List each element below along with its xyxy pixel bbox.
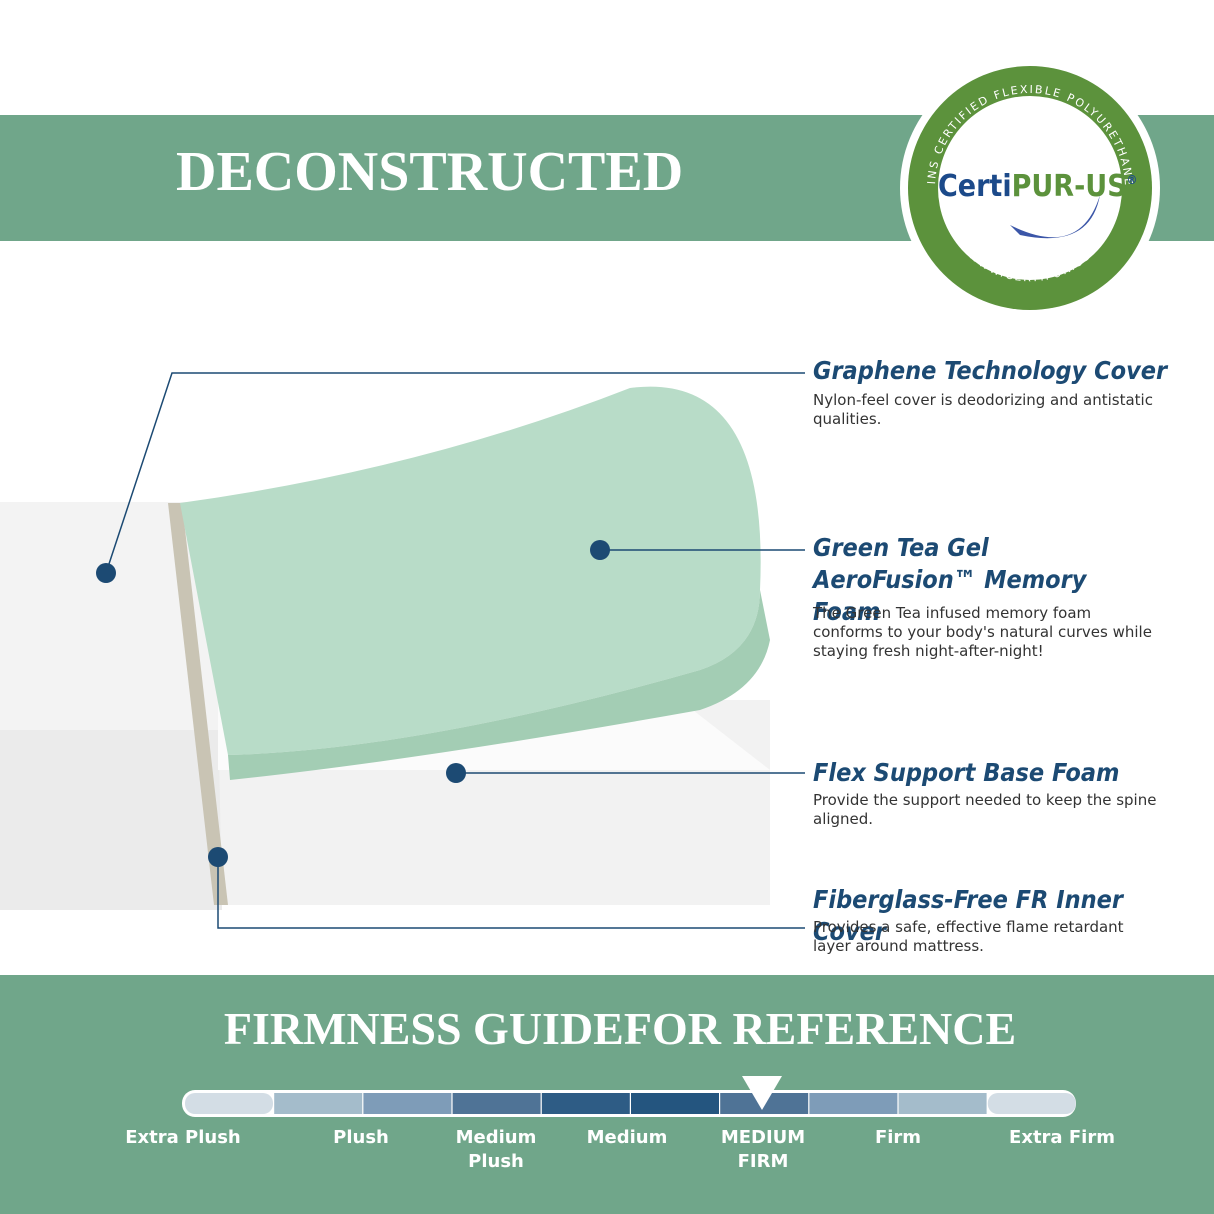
firmness-label-line: Extra Firm bbox=[1009, 1127, 1115, 1148]
scale-segment bbox=[452, 1093, 541, 1114]
scale-segment bbox=[274, 1093, 363, 1114]
scale-segment bbox=[987, 1093, 1076, 1114]
callout-line bbox=[217, 857, 805, 929]
firmness-label: Extra Firm bbox=[982, 1126, 1142, 1150]
firmness-label-line: Plush bbox=[333, 1127, 389, 1148]
layer-title: Flex Support Base Foam bbox=[813, 758, 1120, 787]
firmness-label: Firm bbox=[818, 1126, 978, 1150]
scale-segment bbox=[363, 1093, 452, 1114]
mattress-side bbox=[0, 730, 222, 910]
badge-reg: ® bbox=[1127, 173, 1138, 187]
callout-line bbox=[105, 372, 805, 574]
layer-text: Nylon-feel cover is deodorizing and anti… bbox=[813, 391, 1153, 428]
scale-segment bbox=[541, 1093, 630, 1114]
header-title: DECONSTRUCTED bbox=[176, 141, 684, 203]
scale-segment bbox=[631, 1093, 719, 1114]
memory-foam-edge bbox=[228, 590, 770, 780]
firmness-label: Plush bbox=[281, 1126, 441, 1150]
firmness-label: MEDIUM FIRM bbox=[683, 1126, 843, 1174]
layer-text: The Green Tea infused memory foam confor… bbox=[813, 604, 1152, 660]
firmness-label-line: FIRM bbox=[737, 1151, 789, 1172]
layer-text: Provide the support needed to keep the s… bbox=[813, 791, 1157, 828]
firmness-label-line: MEDIUM bbox=[720, 1127, 806, 1148]
scale-segment bbox=[809, 1093, 898, 1114]
firmness-scale bbox=[182, 1076, 1076, 1117]
scale-segment bbox=[898, 1093, 987, 1114]
firmness-label-line: Medium bbox=[586, 1127, 668, 1148]
callout-dot bbox=[590, 540, 610, 560]
firmness-label-line: Medium bbox=[455, 1127, 537, 1148]
badge-inner bbox=[938, 96, 1122, 280]
firmness-label: Medium bbox=[547, 1126, 707, 1150]
firmness-label-line: Extra Plush bbox=[125, 1127, 241, 1148]
layer-title: Graphene Technology Cover bbox=[813, 356, 1168, 385]
badge-brand-a: Certi bbox=[938, 169, 1012, 204]
firmness-label: Extra Plush bbox=[103, 1126, 263, 1150]
firmness-label: Medium Plush bbox=[416, 1126, 576, 1174]
layer-text: Provides a safe, effective flame retarda… bbox=[813, 918, 1124, 955]
callout-dot bbox=[96, 563, 116, 583]
callout-dot bbox=[446, 763, 466, 783]
layer-title: Fiberglass-Free FR Inner Cover bbox=[813, 885, 1123, 946]
scale-pointer bbox=[742, 1076, 782, 1110]
inner-cover bbox=[168, 503, 228, 905]
firmness-label-line: Firm bbox=[874, 1127, 922, 1148]
badge-swoosh bbox=[1010, 195, 1100, 239]
firmness-label-line: Plush bbox=[468, 1151, 524, 1172]
memory-foam bbox=[180, 386, 761, 755]
scale-segment bbox=[185, 1093, 273, 1114]
badge-brand-b: PUR-US bbox=[1012, 169, 1127, 204]
callout-dot bbox=[208, 847, 228, 867]
layer-title: Green Tea Gel AeroFusion™ Memory Foam bbox=[813, 533, 1087, 626]
firmness-title: FIRMNESS GUIDEFOR REFERENCE bbox=[223, 1003, 1017, 1054]
badge-brand: CertiPUR-US® bbox=[938, 169, 1137, 204]
